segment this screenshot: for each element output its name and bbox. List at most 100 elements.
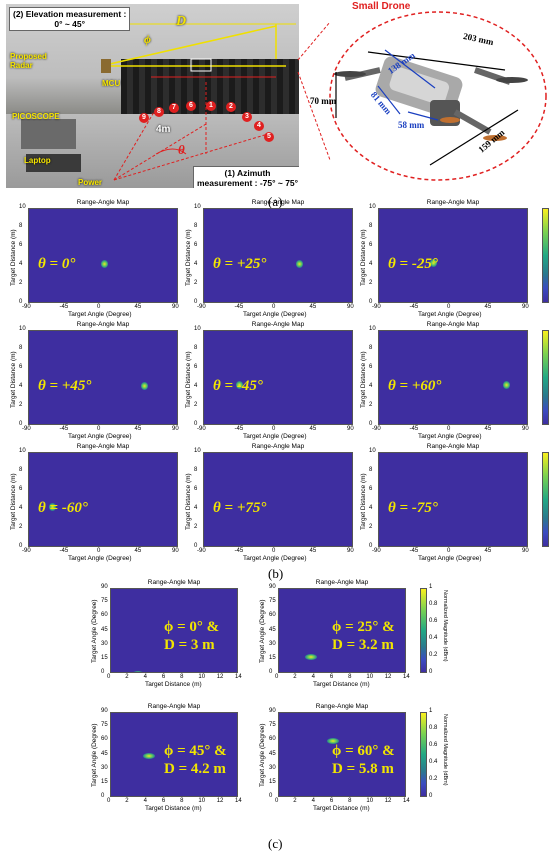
- y-tick: 8: [19, 345, 23, 351]
- x-tick: 14: [403, 674, 410, 680]
- plot-title: Range-Angle Map: [315, 703, 369, 710]
- y-tick: 10: [369, 326, 376, 332]
- x-tick: 2: [125, 674, 129, 680]
- x-axis-label: Target Angle (Degree): [68, 555, 132, 562]
- position-marker: 9: [139, 113, 149, 123]
- x-tick: 10: [198, 674, 206, 680]
- y-tick: 6: [369, 486, 373, 492]
- theta-label: θ = 0°: [38, 256, 76, 272]
- laptop-label: Laptop: [24, 156, 51, 165]
- x-tick: -90: [22, 548, 31, 554]
- y-tick: 6: [19, 242, 23, 248]
- x-tick: 45: [484, 426, 492, 432]
- y-tick: 6: [369, 364, 373, 370]
- theta-label: θ = +45°: [38, 378, 92, 394]
- target-peak: [100, 260, 108, 269]
- x-tick: 14: [403, 798, 410, 804]
- x-tick: -90: [372, 304, 381, 310]
- x-tick: -90: [22, 426, 31, 432]
- plot-area: [278, 712, 406, 797]
- y-tick: 0: [369, 421, 373, 427]
- colorbar: [420, 588, 427, 673]
- y-tick: 4: [369, 261, 373, 267]
- y-tick: 10: [19, 448, 26, 454]
- y-tick: 0: [269, 793, 273, 799]
- colorbar: [542, 208, 549, 303]
- phi-label: ϕ = 60° &: [332, 743, 395, 759]
- x-tick: 4: [143, 674, 147, 680]
- y-axis-label: Target Distance (m): [185, 228, 192, 286]
- drone-callout: [297, 11, 547, 181]
- target-peak: [296, 260, 304, 269]
- phi-symbol: ϕ: [144, 32, 151, 46]
- x-tick: 8: [180, 674, 184, 680]
- plot-area: [110, 588, 238, 673]
- x-tick: 10: [198, 798, 206, 804]
- plot-area: [203, 330, 353, 425]
- colorbar-label: Normalized Magnitude (dBm): [442, 714, 448, 786]
- plot-title: Range-Angle Map: [426, 321, 480, 328]
- y-tick: 0: [19, 421, 23, 427]
- colorbar-tick: 0.4: [429, 759, 438, 765]
- x-tick: 10: [366, 674, 374, 680]
- y-tick: 45: [101, 750, 108, 757]
- x-tick: -45: [234, 426, 244, 432]
- colorbar-tick: 0.6: [429, 742, 438, 748]
- x-tick: -90: [197, 426, 206, 432]
- plot-area: [378, 208, 528, 303]
- elevation-range: 0° ~ 45°: [54, 19, 86, 29]
- elevation-title: (2) Elevation measurement :: [13, 9, 127, 19]
- colorbar-tick: 0.4: [429, 635, 438, 641]
- y-tick: 0: [194, 543, 198, 549]
- position-marker: 7: [169, 103, 179, 113]
- x-tick: 0: [447, 426, 451, 432]
- y-tick: 4: [194, 505, 198, 511]
- x-tick: -90: [22, 304, 31, 310]
- x-axis-label: Target Distance (m): [313, 681, 370, 688]
- x-tick: -45: [59, 304, 69, 310]
- y-tick: 2: [19, 280, 23, 286]
- x-tick: 2: [293, 798, 297, 804]
- y-tick: 10: [194, 204, 201, 210]
- y-tick: 8: [369, 223, 373, 229]
- target-peak: [236, 381, 244, 390]
- y-tick: 8: [194, 223, 198, 229]
- y-tick: 2: [19, 402, 23, 408]
- picoscope-label: PICOSCOPE: [12, 112, 60, 121]
- plot-title: Range-Angle Map: [426, 443, 480, 450]
- x-tick: 6: [329, 674, 334, 680]
- x-tick: -90: [372, 548, 381, 554]
- y-tick: 4: [194, 261, 198, 267]
- y-tick: 0: [194, 421, 198, 427]
- y-tick: 4: [369, 383, 373, 389]
- azimuth-title: (1) Azimuth: [224, 168, 271, 178]
- x-tick: 0: [447, 304, 451, 310]
- y-axis-label: Target Distance (m): [360, 350, 367, 408]
- colorbar: [420, 712, 427, 797]
- x-tick: 2: [125, 798, 129, 804]
- x-tick: 6: [161, 798, 166, 804]
- drone-dim-height: 70 mm: [310, 96, 337, 106]
- x-tick: 45: [134, 304, 142, 310]
- distance-label: 4m: [156, 124, 171, 135]
- y-tick: 2: [19, 524, 23, 530]
- x-tick: 6: [161, 674, 166, 680]
- y-tick: 15: [101, 654, 108, 661]
- y-tick: 75: [269, 598, 276, 605]
- y-tick: 6: [19, 486, 23, 492]
- target-peak: [143, 752, 156, 759]
- y-tick: 75: [269, 722, 276, 729]
- y-tick: 0: [369, 543, 373, 549]
- y-axis-label: Target Distance (m): [10, 228, 17, 286]
- colorbar-tick: 0.8: [429, 601, 438, 607]
- y-tick: 0: [194, 299, 198, 305]
- phi-label: ϕ = 0° &: [164, 619, 220, 635]
- y-tick: 90: [101, 584, 108, 590]
- position-marker: 2: [226, 102, 236, 112]
- plot-title: Range-Angle Map: [147, 579, 201, 586]
- x-tick: 90: [522, 426, 529, 432]
- power-label: Power: [78, 178, 103, 187]
- plot-title: Range-Angle Map: [251, 321, 305, 328]
- x-tick: 0: [97, 548, 101, 554]
- target-peak: [132, 671, 145, 672]
